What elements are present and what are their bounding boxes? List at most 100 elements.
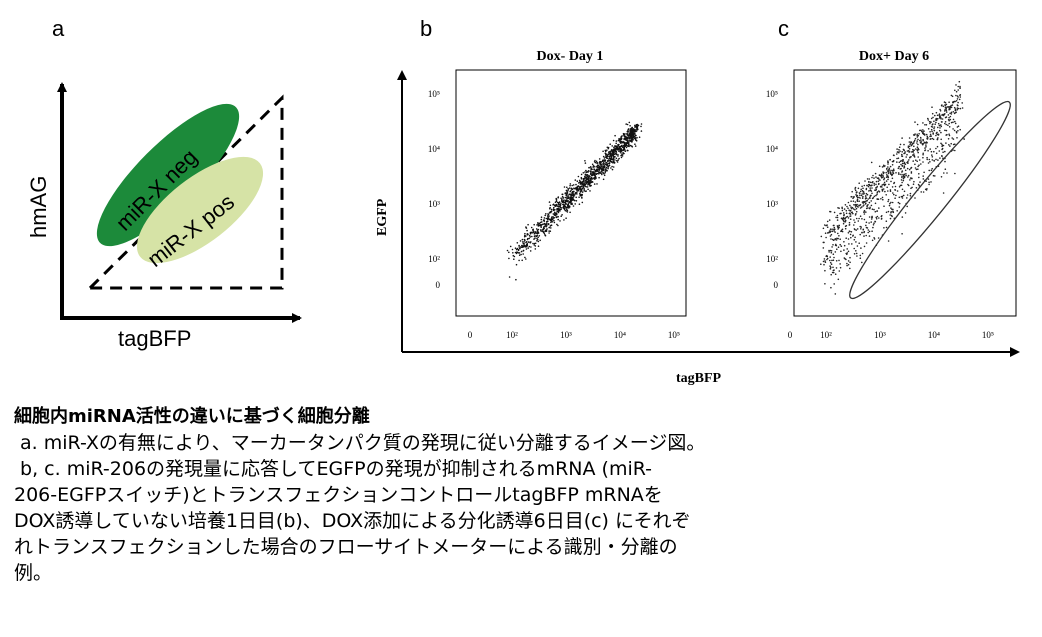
scatter-point xyxy=(590,181,593,184)
scatter-point xyxy=(945,111,948,113)
scatter-point xyxy=(919,136,922,139)
scatter-point xyxy=(635,140,638,142)
scatter-point xyxy=(940,176,943,178)
scatter-point xyxy=(858,204,860,207)
scatter-point xyxy=(829,249,832,252)
scatter-point xyxy=(550,227,552,229)
scatter-point xyxy=(833,211,836,214)
scatter-point xyxy=(846,253,848,256)
scatter-point xyxy=(859,215,862,217)
scatter-point xyxy=(875,194,877,197)
panel-b-frame xyxy=(455,69,687,317)
scatter-point xyxy=(944,101,947,104)
scatter-point xyxy=(889,158,891,161)
scatter-point xyxy=(833,224,835,227)
scatter-point xyxy=(951,137,953,139)
scatter-point xyxy=(595,173,598,175)
scatter-point xyxy=(511,248,514,251)
scatter-point xyxy=(585,174,587,177)
scatter-point xyxy=(522,246,524,248)
scatter-point xyxy=(946,172,948,174)
scatter-point xyxy=(928,158,931,161)
scatter-point xyxy=(861,218,863,220)
panel-c-frame xyxy=(793,69,1017,317)
scatter-point xyxy=(613,161,616,164)
scatter-point xyxy=(515,248,518,251)
scatter-point xyxy=(631,126,633,129)
scatter-point xyxy=(881,184,884,186)
scatter-point xyxy=(620,154,622,157)
scatter-point xyxy=(890,180,892,183)
scatter-point xyxy=(902,173,904,176)
scatter-point xyxy=(875,188,878,191)
scatter-point xyxy=(918,159,921,161)
scatter-point xyxy=(908,137,911,139)
scatter-point xyxy=(528,245,531,248)
scatter-point xyxy=(616,161,619,163)
scatter-point xyxy=(840,212,842,215)
scatter-point xyxy=(931,130,933,133)
scatter-point xyxy=(950,111,953,114)
scatter-point xyxy=(874,172,877,175)
scatter-point xyxy=(854,203,857,206)
scatter-point xyxy=(610,153,613,155)
scatter-point xyxy=(901,176,903,179)
scatter-point xyxy=(887,171,890,173)
figure: a b c miR-X neg miR-X pos hmAG tagBFP EG… xyxy=(26,16,1020,386)
scatter-point xyxy=(829,228,832,230)
scatter-point xyxy=(860,247,862,249)
scatter-point xyxy=(903,162,905,165)
scatter-point xyxy=(543,217,546,219)
scatter-point xyxy=(892,160,895,163)
scatter-point xyxy=(555,216,558,219)
scatter-point xyxy=(853,247,855,250)
scatter-point xyxy=(579,181,581,184)
scatter-point xyxy=(900,173,902,176)
scatter-point xyxy=(553,209,555,212)
scatter-point xyxy=(853,195,855,198)
scatter-point xyxy=(913,153,915,155)
scatter-point xyxy=(518,254,521,256)
scatter-point xyxy=(834,251,837,253)
scatter-point xyxy=(872,181,874,183)
scatter-point xyxy=(563,201,566,204)
scatter-point xyxy=(922,138,924,141)
scatter-point xyxy=(525,258,527,260)
scatter-point xyxy=(927,178,930,180)
scatter-point xyxy=(593,168,595,171)
scatter-point xyxy=(531,232,533,234)
scatter-point xyxy=(582,186,585,188)
scatter-point xyxy=(896,190,899,192)
y-tick-label: 10⁴ xyxy=(428,144,440,154)
scatter-point xyxy=(527,237,529,240)
scatter-point xyxy=(628,133,631,135)
scatter-point xyxy=(912,142,915,144)
scatter-point xyxy=(903,152,905,155)
scatter-point xyxy=(921,143,924,146)
scatter-point xyxy=(938,124,941,127)
scatter-point xyxy=(830,233,833,236)
scatter-point xyxy=(932,133,934,135)
scatter-point xyxy=(852,208,855,210)
scatter-point xyxy=(591,173,593,175)
scatter-point xyxy=(903,143,905,146)
scatter-point xyxy=(567,194,569,196)
scatter-point xyxy=(902,177,905,180)
scatter-point xyxy=(532,242,534,245)
scatter-point xyxy=(615,142,617,145)
scatter-point xyxy=(850,207,853,210)
scatter-point xyxy=(957,107,960,110)
scatter-point xyxy=(934,123,936,125)
scatter-point xyxy=(843,208,846,210)
scatter-point xyxy=(598,165,601,168)
scatter-point xyxy=(931,106,933,108)
scatter-point xyxy=(527,223,529,226)
scatter-point xyxy=(636,123,639,126)
scatter-point xyxy=(877,237,880,239)
scatter-point xyxy=(851,190,853,193)
scatter-point xyxy=(845,212,848,215)
scatter-point xyxy=(893,193,895,196)
scatter-point xyxy=(835,260,838,262)
scatter-point xyxy=(862,195,864,198)
scatter-point xyxy=(925,133,928,136)
